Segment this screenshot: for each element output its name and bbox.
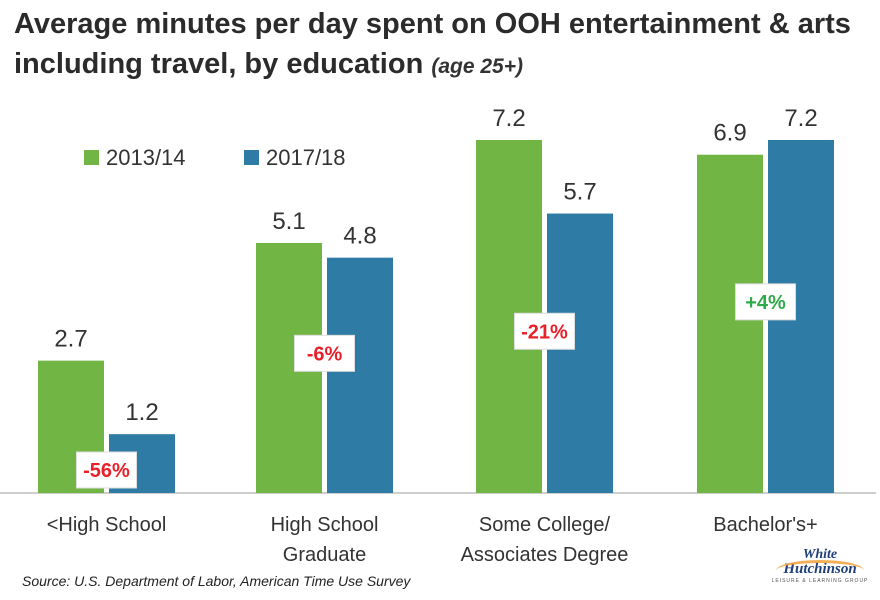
change-badge-box: [735, 283, 796, 321]
bar-2-2: [327, 257, 393, 493]
data-label-2-1: 1.2: [125, 399, 158, 426]
legend-swatch-1: [84, 150, 99, 165]
data-label-2-3: 5.7: [563, 179, 596, 206]
change-badge-box: [294, 334, 355, 372]
company-logo: White Hutchinson LEISURE & LEARNING GROU…: [770, 548, 870, 594]
change-label: -6%: [307, 343, 343, 365]
legend-label-1: 2013/14: [106, 145, 186, 170]
category-label-1: <High School: [47, 514, 167, 536]
legend: 2013/14 2017/18: [84, 145, 346, 170]
logo-tagline: LEISURE & LEARNING GROUP: [771, 578, 869, 584]
change-badge-2: -6%: [294, 334, 355, 372]
category-label-2-line-2: Graduate: [283, 544, 366, 566]
change-badge-1: -56%: [76, 451, 137, 489]
change-badge-box: [76, 451, 137, 489]
data-label-1-4: 6.9: [713, 120, 746, 147]
logo-swoosh-icon: [776, 560, 864, 581]
chart-subtitle: (age 25+): [431, 55, 523, 78]
category-label-3-line-1: Some College/: [479, 514, 611, 536]
legend-swatch-2: [244, 150, 259, 165]
chart-title: Average minutes per day spent on OOH ent…: [14, 4, 874, 87]
change-badge-4: +4%: [735, 283, 796, 321]
data-label-2-4: 7.2: [784, 105, 817, 132]
change-label: -56%: [83, 460, 130, 482]
data-label-1-3: 7.2: [492, 105, 525, 132]
category-label-2-line-1: High School: [271, 514, 379, 536]
data-label-2-2: 4.8: [343, 223, 376, 250]
category-label-4: Bachelor's+: [713, 514, 817, 536]
bar-1-4: [697, 154, 763, 494]
category-label-3-line-2: Associates Degree: [461, 544, 629, 566]
data-label-1-2: 5.1: [272, 208, 305, 235]
source-note: Source: U.S. Department of Labor, Americ…: [22, 573, 411, 589]
logo-line-1: White: [802, 547, 838, 562]
change-label: +4%: [745, 292, 786, 314]
change-label: -21%: [521, 321, 568, 343]
data-label-1-1: 2.7: [54, 326, 87, 353]
change-badge-3: -21%: [514, 312, 575, 350]
legend-label-2: 2017/18: [266, 145, 346, 170]
chart-title-text: Average minutes per day spent on OOH ent…: [14, 8, 851, 80]
change-badge-box: [514, 312, 575, 350]
bar-2-3: [547, 213, 613, 493]
